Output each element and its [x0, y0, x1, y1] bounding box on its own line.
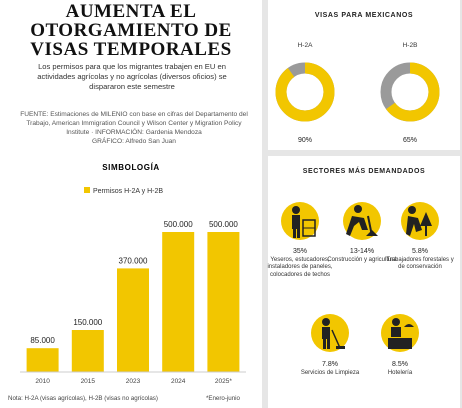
- value-label: 90%: [298, 137, 312, 144]
- icon-construction: [343, 202, 381, 240]
- sector-icons: [281, 202, 439, 352]
- value-label: 85.000: [30, 336, 55, 345]
- donut-segment: [380, 62, 440, 122]
- value-label: 500.000: [164, 220, 193, 229]
- left-panel: AUMENTA EL OTORGAMIENTO DE VISAS TEMPORA…: [0, 0, 262, 408]
- icon-roofer: [281, 202, 319, 240]
- sector: 5.8% Trabajadores forestales y de conserv…: [385, 248, 455, 272]
- legend-label: Permisos H-2A y H-2B: [93, 188, 163, 195]
- panel-title: VISAS PARA MEXICANOS: [314, 12, 414, 19]
- credit: FUENTE: Estimaciones de MILENIO con base…: [20, 111, 248, 136]
- sector-percent: 5.8%: [412, 248, 428, 255]
- title: AUMENTA EL OTORGAMIENTO DE VISAS TEMPORA…: [30, 1, 232, 60]
- bar: [207, 232, 240, 372]
- sector: 8.5% Hotelería: [365, 361, 435, 377]
- x-tick-label: 2025*: [215, 378, 232, 385]
- x-tick-label: 2010: [35, 378, 50, 385]
- sector-percent: 7.8%: [322, 361, 338, 368]
- donut-segment: [275, 62, 335, 122]
- icon-hotel: [381, 314, 419, 352]
- sector: 35% Yeseros, estucadores, instaladores de…: [265, 248, 335, 279]
- donut-label: H-2B: [403, 42, 418, 49]
- intro: Los permisos para que los migrantes trab…: [37, 62, 227, 91]
- bar-chart: SIMBOLOGÍA Permisos H-2A y H-2B 85.000 201…: [8, 163, 246, 402]
- credit: GRÁFICO: Alfredo San Juan: [92, 138, 176, 145]
- footnote: *Enero-junio: [206, 395, 241, 402]
- sector-label: Trabajadores forestales y de conservació…: [386, 256, 454, 271]
- sector: 13-14% Construcción y agricultura: [327, 248, 397, 264]
- sector-percent: 13-14%: [349, 248, 375, 255]
- value-label: 500.000: [209, 220, 238, 229]
- x-tick-label: 2024: [171, 378, 186, 385]
- sectors-panel: SECTORES MÁS DEMANDADOS: [265, 156, 460, 408]
- sector-percent: 8.5%: [392, 361, 408, 368]
- sector: 7.8% Servicios de Limpieza: [295, 361, 365, 377]
- icon-cleaning: [311, 314, 349, 352]
- donut-label: H-2A: [298, 42, 313, 49]
- legend-swatch: [84, 187, 90, 193]
- panel-title: SECTORES MÁS DEMANDADOS: [302, 168, 426, 175]
- sector-label: Construcción y agricultura: [327, 256, 397, 263]
- x-tick-label: 2023: [126, 378, 141, 385]
- sector-percent: 35%: [292, 248, 307, 255]
- value-label: 370.000: [119, 256, 148, 265]
- icon-forestry: [401, 202, 439, 240]
- value-label: 150.000: [73, 318, 102, 327]
- bar: [162, 232, 195, 372]
- sector-label: Servicios de Limpieza: [300, 369, 360, 376]
- sector-label: Hotelería: [387, 369, 413, 376]
- bar: [117, 268, 149, 372]
- bar: [26, 348, 59, 372]
- donut-charts: H-2A 90% H-2B 65%: [275, 42, 440, 144]
- visas-panel: VISAS PARA MEXICANOS H-2A 90% H-2B 65%: [268, 0, 460, 150]
- value-label: 65%: [403, 137, 417, 144]
- note: Nota: H-2A (visas agrícolas), H-2B (visa…: [8, 395, 158, 402]
- x-tick-label: 2015: [81, 378, 96, 385]
- legend-title: SIMBOLOGÍA: [102, 163, 160, 172]
- sector-label: Yeseros, estucadores, instaladores de pa…: [267, 256, 333, 278]
- bar: [71, 330, 104, 372]
